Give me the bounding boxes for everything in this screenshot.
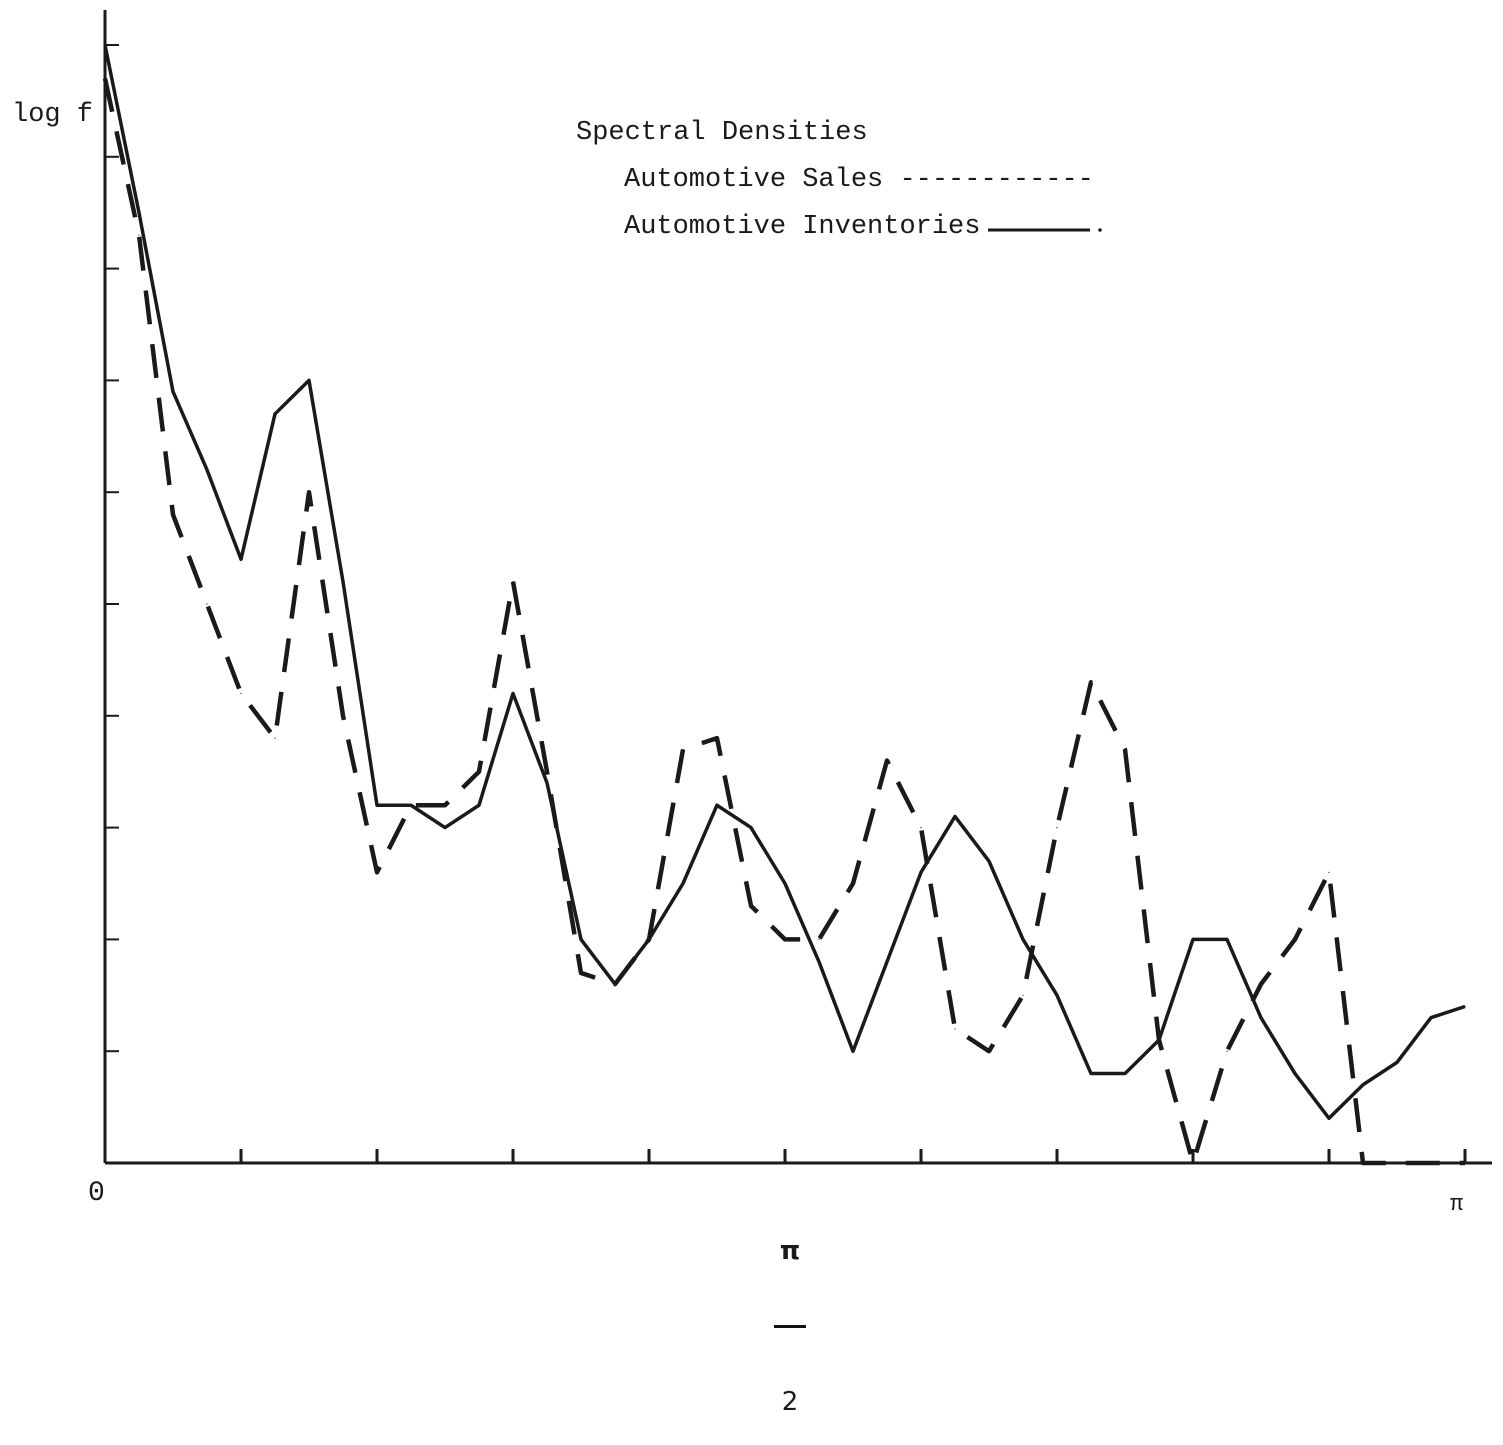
data-point-sales [1430,1162,1432,1164]
data-point-inventories [546,782,548,784]
legend-inventories-dot [1098,228,1102,232]
data-point-sales [682,748,684,750]
data-point-inventories [1328,1117,1330,1119]
data-point-sales [1192,1162,1194,1164]
data-point-inventories [1022,938,1024,941]
data-point-inventories [274,413,276,415]
data-point-inventories [614,983,616,985]
data-point-sales [818,938,820,941]
data-point-inventories [240,558,242,560]
data-point-inventories [206,469,208,471]
data-point-inventories [1294,1072,1296,1075]
x-tick-label-half-pi-denominator: 2 [781,1387,799,1417]
data-point-inventories [444,827,446,829]
data-point-inventories [1226,938,1228,941]
series-line-automotive-inventories [103,44,1466,1121]
data-point-sales [784,938,786,941]
data-point-sales [104,77,106,80]
y-axis-label: log f [12,100,94,130]
data-point-inventories [1260,1017,1262,1019]
data-point-inventories [1362,1084,1364,1086]
data-point-sales [546,771,548,773]
data-point-inventories [920,871,922,873]
data-point-inventories [410,804,412,806]
data-point-sales [308,491,310,493]
data-point-sales [1226,1050,1228,1052]
x-tick-label-zero: 0 [88,1178,105,1209]
data-point-inventories [104,44,106,46]
data-point-sales [1124,748,1126,750]
data-point-inventories [1192,938,1194,941]
data-point-sales [580,972,582,974]
data-point-sales [988,1050,990,1052]
series-layer [102,44,1466,1166]
data-point-inventories [682,882,684,885]
data-point-sales [1090,681,1092,683]
data-point-inventories [648,938,650,941]
x-tick-label-pi: π [1450,1192,1464,1217]
fraction-bar [774,1325,806,1328]
data-point-sales [1056,827,1058,829]
data-point-sales [716,737,718,739]
data-point-sales [274,737,276,739]
data-point-inventories [784,882,786,885]
data-point-sales [920,827,922,829]
axes [103,10,1492,1165]
data-point-inventories [750,827,752,829]
data-point-sales [478,771,480,773]
data-point-sales [750,905,752,907]
data-point-inventories [716,804,718,806]
data-point-sales [376,871,378,873]
x-tick-label-half-pi: π 2 [772,1178,808,1445]
data-point-inventories [342,581,344,583]
legend-item-sales: Automotive Sales ------------ [624,165,1094,195]
data-point-inventories [1396,1061,1398,1063]
data-point-inventories [138,212,140,214]
data-point-sales [1362,1162,1364,1164]
data-point-inventories [172,390,174,393]
data-point-sales [852,882,854,885]
data-point-inventories [954,815,956,818]
data-point-sales [886,759,888,762]
data-point-inventories [1430,1017,1432,1019]
data-point-sales [138,234,140,236]
data-point-inventories [1124,1072,1126,1075]
data-point-sales [1464,1162,1466,1164]
data-point-sales [1294,938,1296,941]
data-point-sales [444,804,446,806]
x-tick-label-half-pi-numerator: π [779,1236,801,1266]
data-point-sales [342,715,344,717]
data-point-inventories [886,961,888,963]
data-point-inventories [580,938,582,941]
data-point-sales [240,692,242,695]
legend-item-inventories: Automotive Inventories [624,212,981,242]
data-point-sales [1328,871,1330,873]
data-point-inventories [376,804,378,806]
data-point-sales [954,1028,956,1030]
legend-title: Spectral Densities [576,118,868,148]
data-point-inventories [1158,1039,1160,1041]
data-point-inventories [1056,994,1058,996]
data-point-sales [1396,1162,1398,1164]
data-point-inventories [818,961,820,963]
data-point-inventories [1090,1072,1092,1075]
data-point-inventories [512,692,514,695]
chart-canvas [102,10,1492,1166]
data-point-sales [206,603,208,605]
data-point-sales [1022,994,1024,996]
data-point-inventories [478,804,480,806]
data-point-sales [512,581,514,583]
data-point-sales [172,513,174,516]
data-point-inventories [988,860,990,862]
data-point-inventories [1464,1005,1466,1008]
data-point-inventories [852,1050,854,1052]
data-point-inventories [308,379,310,381]
data-point-sales [1260,983,1262,985]
